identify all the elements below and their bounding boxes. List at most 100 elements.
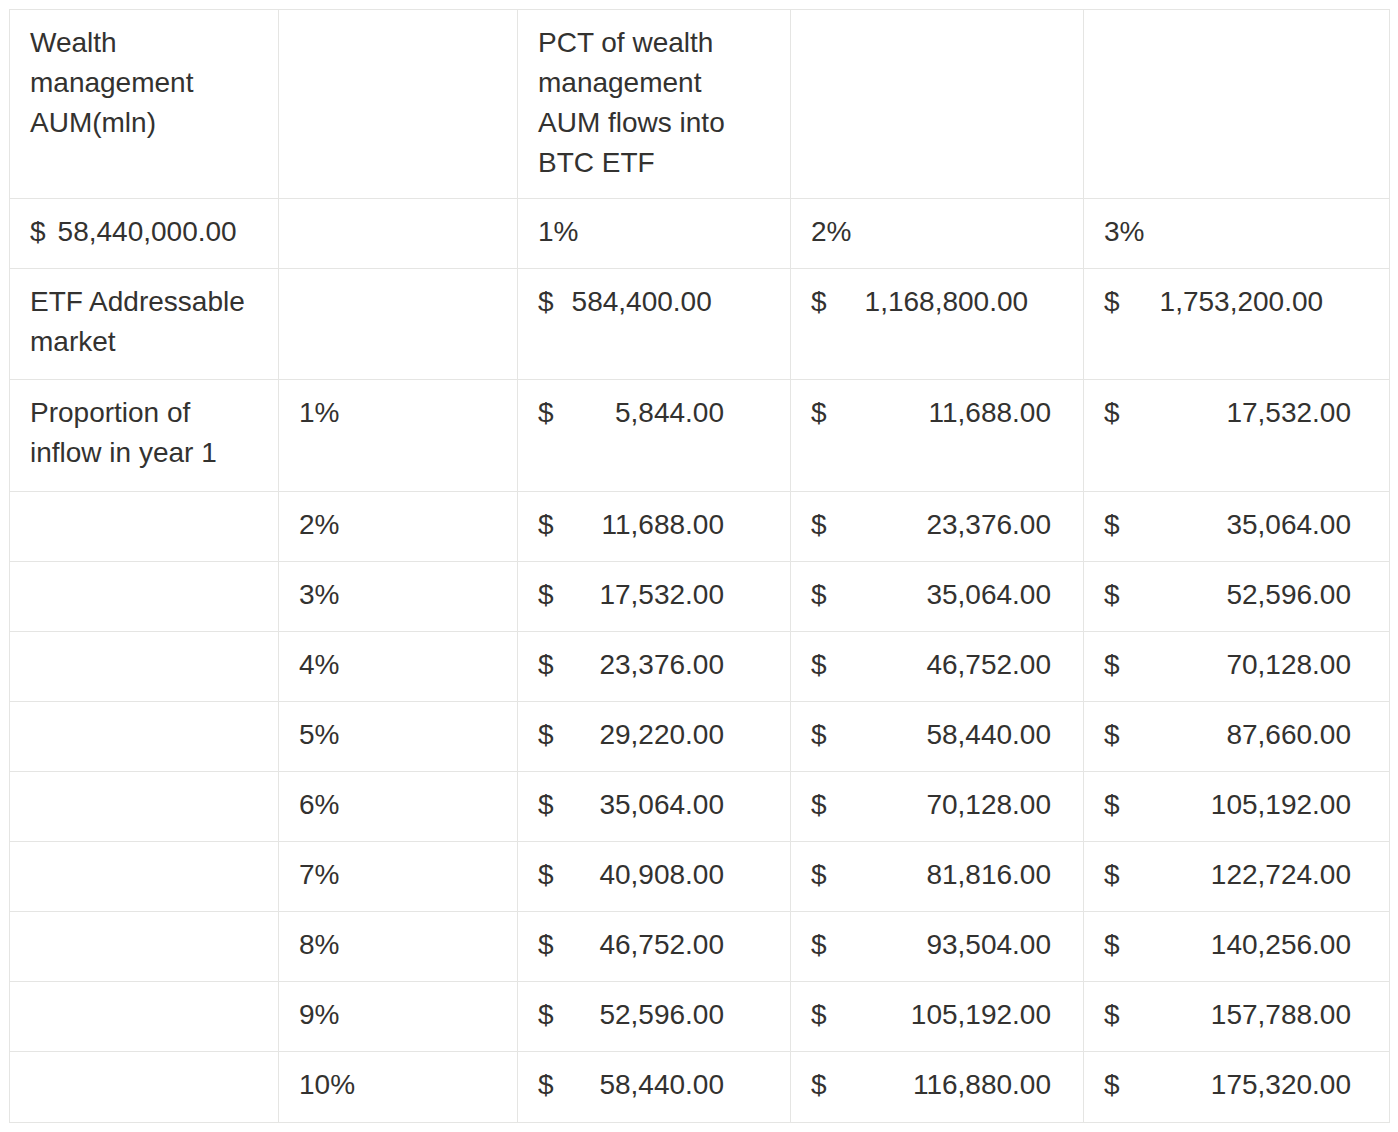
currency-amount: 40,908.00 (599, 855, 724, 895)
wealth-aum-value: $58,440,000.00 (30, 212, 258, 252)
table-row: 8%$46,752.00$93,504.00$140,256.00 (10, 912, 1390, 982)
inflow-pct-1-text: 1% (299, 393, 497, 433)
currency-amount: 175,320.00 (1211, 1065, 1351, 1105)
currency-amount: 81,816.00 (926, 855, 1051, 895)
inflow-5pct-col1: $29,220.00 (518, 702, 791, 772)
empty-cell (279, 199, 518, 269)
inflow-10pct-col2: $116,880.00 (811, 1065, 1063, 1105)
flow-pct-col-1: 1% (518, 199, 791, 269)
inflow-pct-7: 7% (279, 842, 518, 912)
inflow-9pct-col1: $52,596.00 (538, 995, 770, 1035)
currency-amount: 140,256.00 (1211, 925, 1351, 965)
currency-amount: 46,752.00 (926, 645, 1051, 685)
inflow-2pct-col2: $23,376.00 (811, 505, 1063, 545)
inflow-6pct-col2: $70,128.00 (791, 772, 1084, 842)
empty-cell (791, 10, 1084, 199)
inflow-4pct-col2: $46,752.00 (811, 645, 1063, 685)
table-row: $58,440,000.00 1% 2% 3% (10, 199, 1390, 269)
empty-cell (1084, 10, 1390, 199)
currency-amount: 58,440,000.00 (58, 212, 237, 252)
empty-cell (10, 842, 279, 912)
empty-cell (10, 632, 279, 702)
empty-cell (10, 562, 279, 632)
inflow-pct-5-text: 5% (299, 715, 497, 755)
currency-symbol: $ (538, 855, 554, 895)
currency-symbol: $ (811, 645, 827, 685)
flow-pct-col-3-text: 3% (1104, 212, 1369, 252)
inflow-pct-9: 9% (279, 982, 518, 1052)
flow-pct-col-2-text: 2% (811, 212, 1063, 252)
inflow-4pct-col1: $23,376.00 (538, 645, 770, 685)
currency-symbol: $ (811, 1065, 827, 1105)
table-row: 2% $11,688.00 $23,376.00$35,064.00 (10, 492, 1390, 562)
currency-symbol: $ (30, 212, 46, 252)
flow-pct-col-2: 2% (791, 199, 1084, 269)
inflow-8pct-col2: $93,504.00 (791, 912, 1084, 982)
inflow-4pct-col3: $70,128.00 (1104, 645, 1369, 685)
inflow-7pct-col3: $122,724.00 (1104, 855, 1369, 895)
currency-symbol: $ (538, 715, 554, 755)
currency-amount: 157,788.00 (1211, 995, 1351, 1035)
inflow-pct-10-text: 10% (299, 1065, 497, 1105)
inflow-pct-6-text: 6% (299, 785, 497, 825)
inflow-7pct-col3: $122,724.00 (1084, 842, 1390, 912)
table-row: Proportion of inflow in year 1 1% $5,844.0… (10, 380, 1390, 492)
inflow-10pct-col1: $58,440.00 (538, 1065, 770, 1105)
inflow-10pct-col2: $116,880.00 (791, 1052, 1084, 1123)
empty-cell (279, 10, 518, 199)
currency-symbol: $ (1104, 1065, 1120, 1105)
currency-symbol: $ (811, 505, 827, 545)
inflow-8pct-col3: $140,256.00 (1104, 925, 1369, 965)
currency-symbol: $ (538, 1065, 554, 1105)
currency-amount: 1,753,200.00 (1160, 282, 1324, 322)
currency-amount: 105,192.00 (1211, 785, 1351, 825)
addressable-market-1pct: $584,400.00 (538, 282, 770, 322)
currency-symbol: $ (811, 855, 827, 895)
currency-amount: 70,128.00 (1226, 645, 1351, 685)
inflow-1pct-col3: $17,532.00 (1104, 393, 1369, 433)
table-row: 9%$52,596.00$105,192.00$157,788.00 (10, 982, 1390, 1052)
currency-symbol: $ (811, 575, 827, 615)
addressable-market-2pct: $1,168,800.00 (811, 282, 1063, 322)
currency-symbol: $ (811, 393, 827, 433)
currency-amount: 35,064.00 (1226, 505, 1351, 545)
empty-cell (10, 912, 279, 982)
inflow-6pct-col2: $70,128.00 (811, 785, 1063, 825)
proportion-inflow-label-text: Proportion of inflow in year 1 (30, 393, 258, 473)
inflow-pct-2-text: 2% (299, 505, 497, 545)
inflow-pct-4: 4% (279, 632, 518, 702)
currency-amount: 93,504.00 (926, 925, 1051, 965)
currency-symbol: $ (1104, 855, 1120, 895)
addressable-market-3pct: $1,753,200.00 (1084, 269, 1390, 380)
inflow-4pct-col1: $23,376.00 (518, 632, 791, 702)
etf-addressable-market-label: ETF Addressable market (10, 269, 279, 380)
inflow-1pct-col1: $5,844.00 (538, 393, 770, 433)
inflow-2pct-col1: $11,688.00 (538, 505, 770, 545)
table-row: 5% $29,220.00 $58,440.00 $87,660.00 (10, 702, 1390, 772)
currency-amount: 23,376.00 (926, 505, 1051, 545)
currency-symbol: $ (538, 575, 554, 615)
inflow-pct-7-text: 7% (299, 855, 497, 895)
table-row: 7% $40,908.00 $81,816.00 $122,724.00 (10, 842, 1390, 912)
table-row: 10%$58,440.00$116,880.00$175,320.00 (10, 1052, 1390, 1123)
inflow-10pct-col1: $58,440.00 (518, 1052, 791, 1123)
inflow-3pct-col1: $17,532.00 (518, 562, 791, 632)
inflow-5pct-col2: $58,440.00 (811, 715, 1063, 755)
inflow-pct-3-text: 3% (299, 575, 497, 615)
addressable-market-3pct: $1,753,200.00 (1104, 282, 1369, 322)
currency-symbol: $ (538, 645, 554, 685)
currency-amount: 116,880.00 (913, 1065, 1051, 1105)
inflow-8pct-col3: $140,256.00 (1084, 912, 1390, 982)
currency-symbol: $ (1104, 393, 1120, 433)
table-row: 6%$35,064.00$70,128.00$105,192.00 (10, 772, 1390, 842)
inflow-5pct-col3: $87,660.00 (1104, 715, 1369, 755)
inflow-8pct-col2: $93,504.00 (811, 925, 1063, 965)
inflow-2pct-col2: $23,376.00 (791, 492, 1084, 562)
currency-symbol: $ (1104, 715, 1120, 755)
currency-amount: 29,220.00 (599, 715, 724, 755)
currency-symbol: $ (1104, 575, 1120, 615)
btc-etf-inflow-table: Wealth management AUM(mln)PCT of wealth … (9, 9, 1390, 1123)
inflow-6pct-col3: $105,192.00 (1104, 785, 1369, 825)
inflow-7pct-col2: $81,816.00 (791, 842, 1084, 912)
pct-flows-header: PCT of wealth management AUM flows into … (518, 10, 791, 199)
